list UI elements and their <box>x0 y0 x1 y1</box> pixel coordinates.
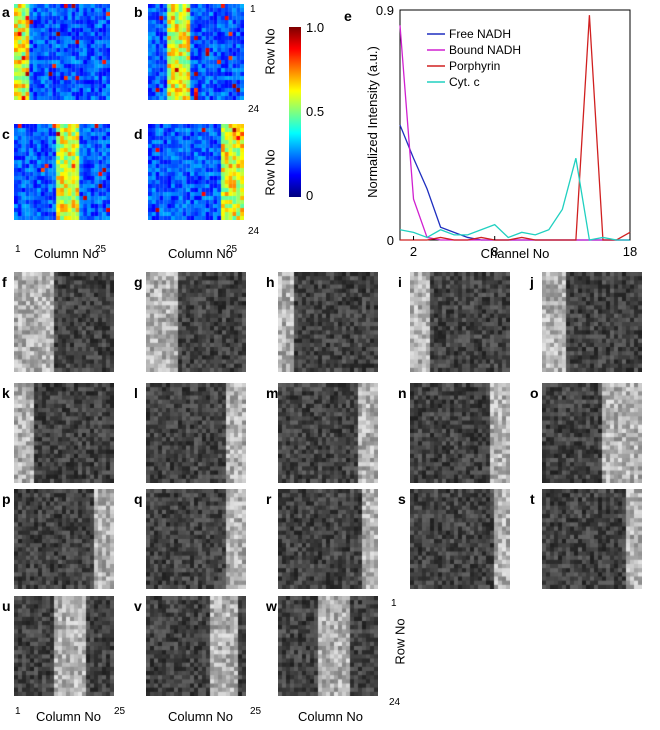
column-axis-label-v: Column No <box>168 709 234 724</box>
panel-label-f: f <box>2 274 7 290</box>
panel-label-s: s <box>398 491 406 507</box>
panel-label-r: r <box>266 491 272 507</box>
panel-label-b: b <box>134 4 143 20</box>
panel-label-p: p <box>2 491 11 507</box>
grayscale-panel-v <box>146 596 246 696</box>
y-tick-label-1: 0.9 <box>376 3 394 18</box>
x-axis-label: Channel No <box>481 246 550 261</box>
panel-label-u: u <box>2 598 11 614</box>
series-line-0 <box>399 124 630 241</box>
heatmap-panel-c <box>14 124 110 220</box>
panel-label-g: g <box>134 274 143 290</box>
column-axis-label-w: Column No <box>298 709 364 724</box>
column-axis-label-d: Column No <box>168 246 234 261</box>
panel-label-i: i <box>398 274 402 290</box>
heatmap-panel-a <box>14 4 110 100</box>
col-end-tick-d: 25 <box>226 244 238 255</box>
row-end-tick-d: 24 <box>248 226 260 237</box>
col-end-tick-u: 25 <box>114 706 126 717</box>
row-start-tick-w: 1 <box>391 598 397 609</box>
row-start-tick-b: 1 <box>250 4 256 15</box>
grayscale-panel-n <box>410 383 510 483</box>
grayscale-panel-h <box>278 272 378 372</box>
col-end-tick-v: 25 <box>250 706 262 717</box>
column-axis-label-c: Column No <box>34 246 100 261</box>
series-line-3 <box>399 158 630 241</box>
series-line-2 <box>400 15 631 241</box>
grayscale-panel-i <box>410 272 510 372</box>
legend-label-2: Porphyrin <box>449 59 500 73</box>
series-line-1 <box>399 25 630 241</box>
grayscale-panel-s <box>410 489 510 589</box>
colorbar-tick-min: 0 <box>306 188 314 203</box>
colorbar-tick-mid: 0.5 <box>306 104 325 119</box>
x-tick-label-0: 2 <box>410 244 417 259</box>
col-start-tick-u: 1 <box>15 706 21 717</box>
panel-label-e: e <box>344 8 352 24</box>
grayscale-panel-p <box>14 489 114 589</box>
panel-label-d: d <box>134 126 143 142</box>
panel-label-v: v <box>134 598 142 614</box>
grayscale-panel-j <box>542 272 642 372</box>
grayscale-panel-r <box>278 489 378 589</box>
grayscale-panel-m <box>278 383 378 483</box>
panel-label-k: k <box>2 385 10 401</box>
grayscale-panel-w <box>278 596 378 696</box>
panel-label-c: c <box>2 126 10 142</box>
col-start-tick-c: 1 <box>15 244 21 255</box>
legend-label-0: Free NADH <box>449 27 511 41</box>
column-axis-label-u: Column No <box>36 709 102 724</box>
line-chart: 2 8 18 0 0.9 Free NADH Bound NADH Porphyrin Cyt… <box>365 3 637 261</box>
panel-label-t: t <box>530 491 535 507</box>
row-end-tick-w: 24 <box>389 697 401 708</box>
panel-label-l: l <box>134 385 138 401</box>
grayscale-panel-u <box>14 596 114 696</box>
y-tick-label-0: 0 <box>387 233 394 248</box>
colorbar-tick-max: 1.0 <box>306 20 325 35</box>
heatmap-panel-d <box>148 124 244 220</box>
grayscale-panel-f <box>14 272 114 372</box>
panel-label-q: q <box>134 491 143 507</box>
row-end-tick-b: 24 <box>248 104 260 115</box>
panel-label-w: w <box>266 598 277 614</box>
grayscale-panel-g <box>146 272 246 372</box>
panel-label-a: a <box>2 4 10 20</box>
col-end-tick-c: 25 <box>95 244 107 255</box>
legend-label-1: Bound NADH <box>449 43 521 57</box>
panel-label-j: j <box>530 274 534 290</box>
grayscale-panel-q <box>146 489 246 589</box>
grayscale-panel-o <box>542 383 642 483</box>
panel-label-m: m <box>266 385 279 401</box>
heatmap-panel-b <box>148 4 244 100</box>
panel-label-n: n <box>398 385 407 401</box>
x-tick-label-2: 18 <box>623 244 637 259</box>
panel-label-o: o <box>530 385 539 401</box>
row-axis-label-w: Row No <box>392 618 408 665</box>
colorbar <box>289 27 301 197</box>
grayscale-panel-t <box>542 489 642 589</box>
grayscale-panel-l <box>146 383 246 483</box>
y-axis-label: Normalized Intensity (a.u.) <box>365 46 380 198</box>
panel-label-h: h <box>266 274 275 290</box>
legend-label-3: Cyt. c <box>449 75 480 89</box>
row-axis-label-d: Row No <box>262 149 278 196</box>
row-axis-label-b: Row No <box>262 28 278 75</box>
x-tick-label-1: 8 <box>491 244 498 259</box>
grayscale-panel-k <box>14 383 114 483</box>
